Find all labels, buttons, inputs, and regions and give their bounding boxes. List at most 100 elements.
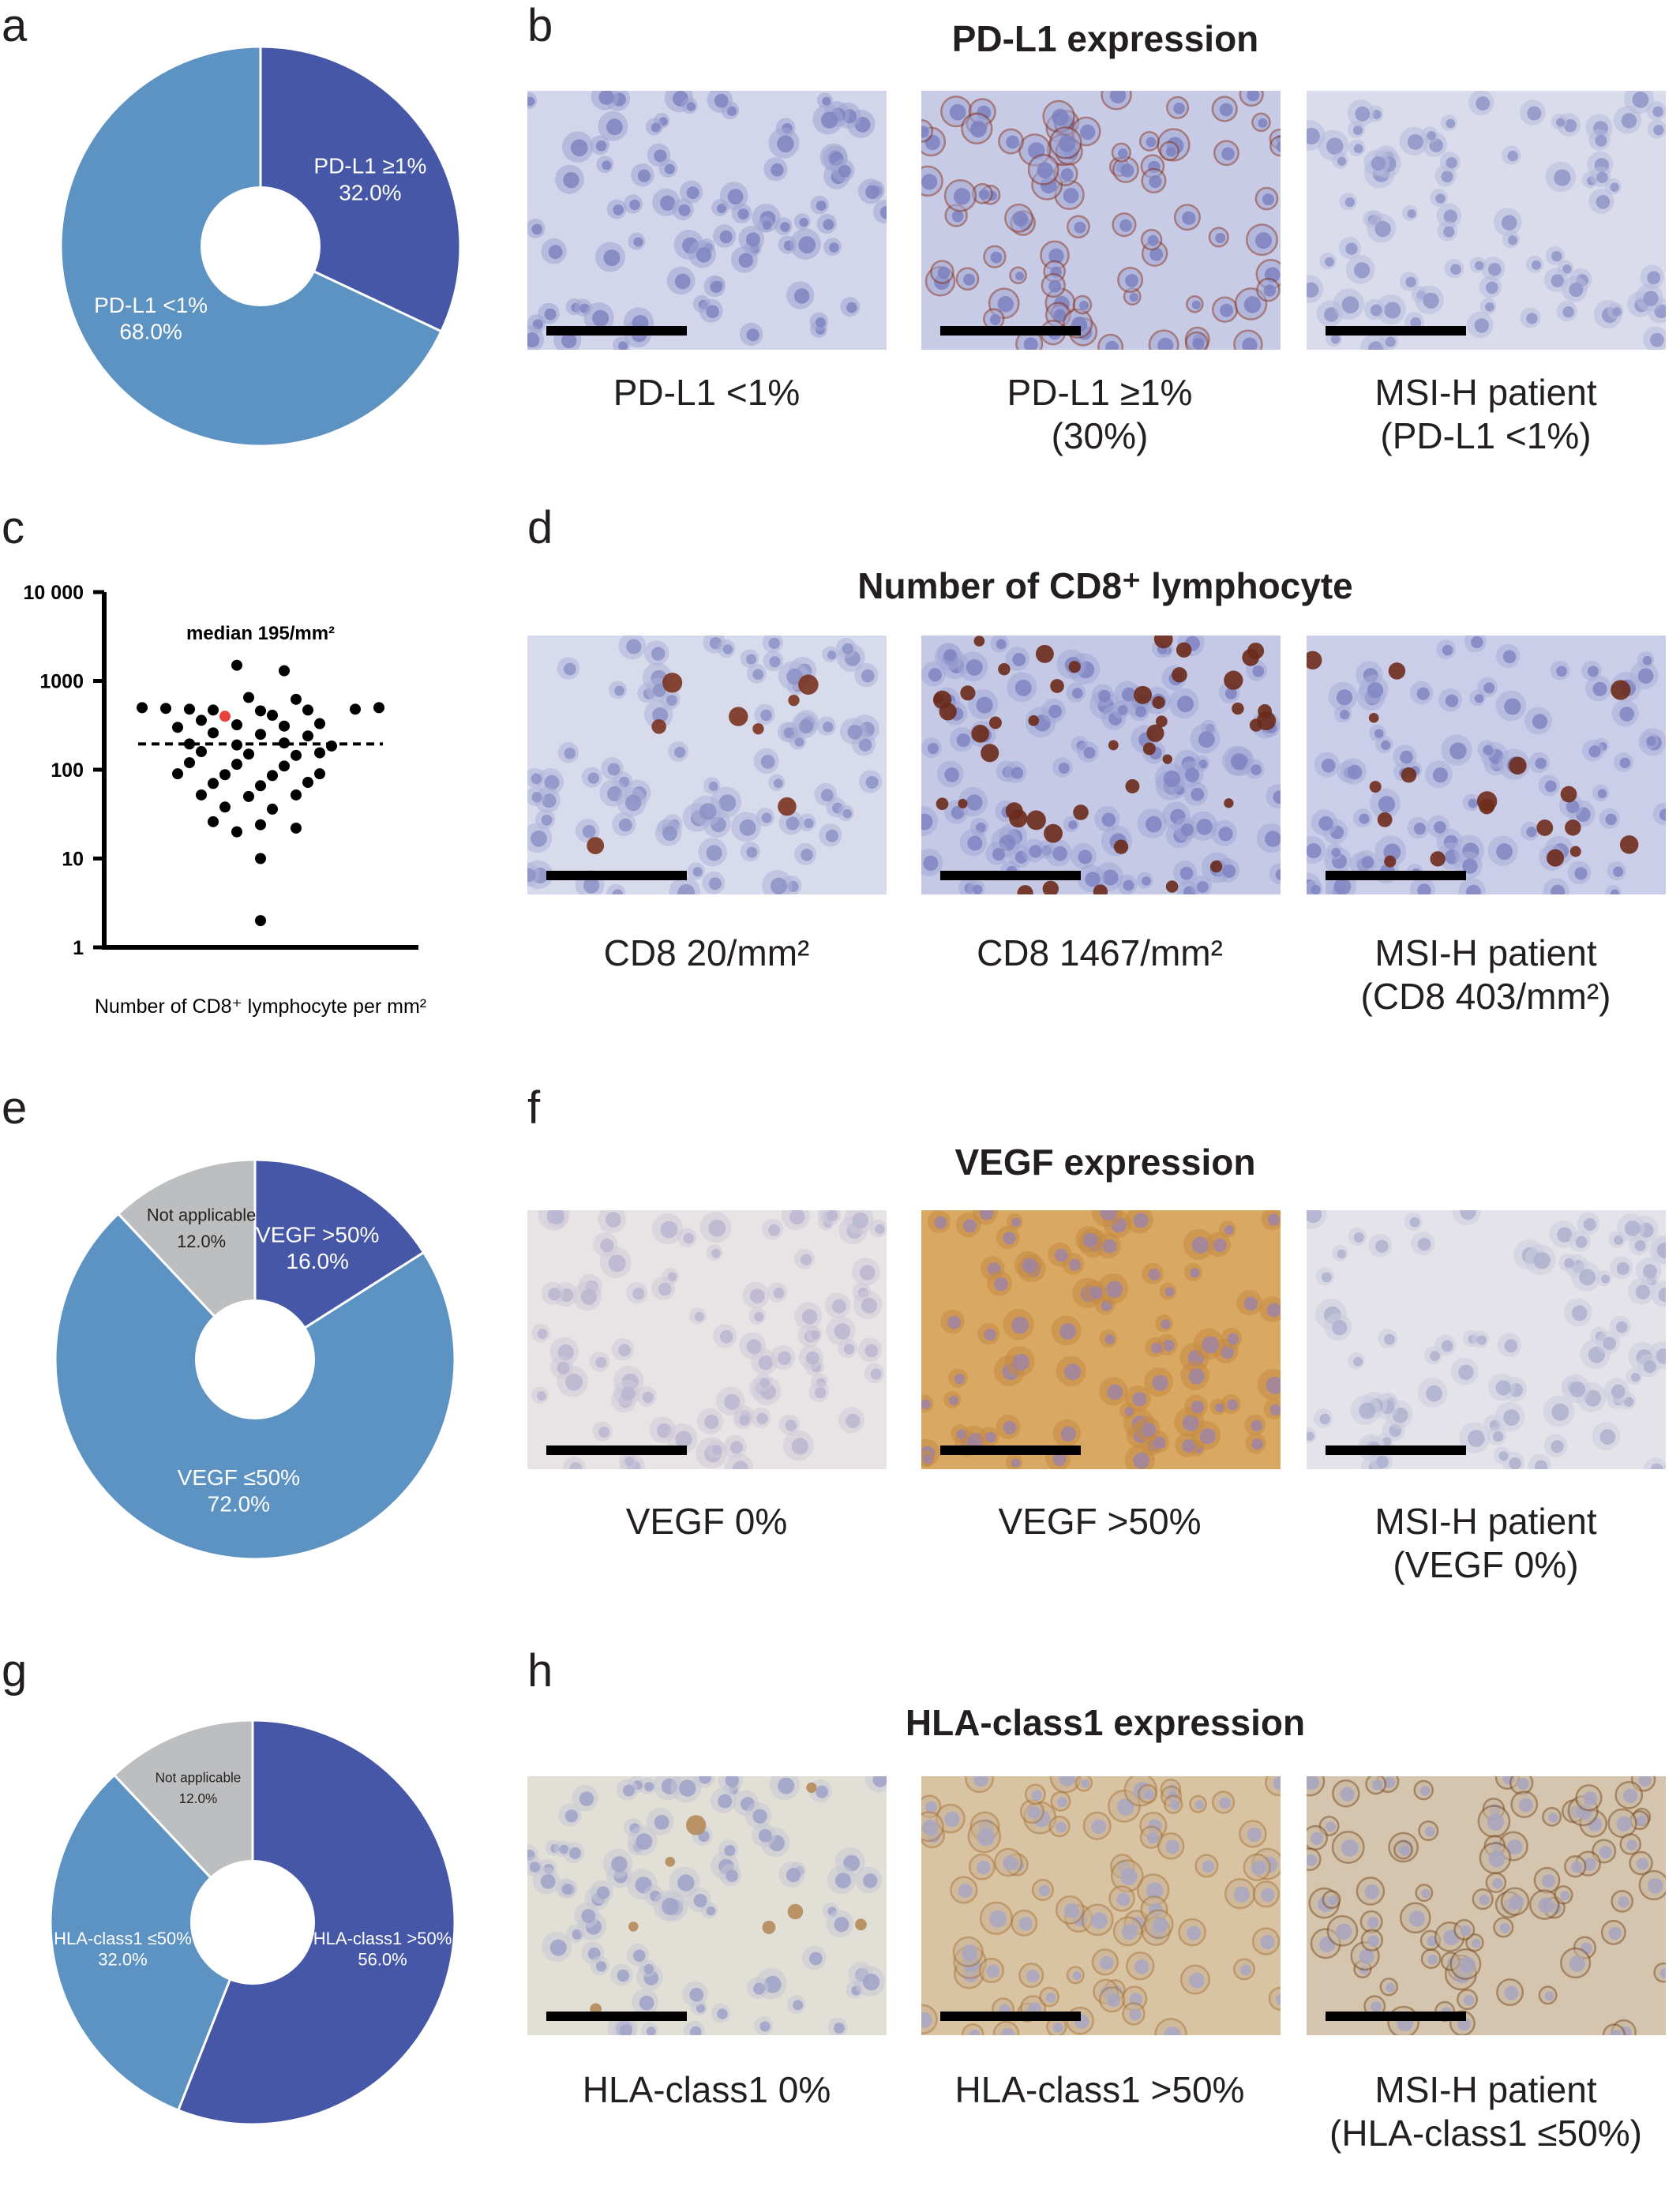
data-point [196, 789, 207, 801]
micrograph-vegf-pos [921, 1210, 1281, 1469]
data-point [291, 749, 302, 761]
data-point [243, 748, 254, 760]
caption-line: PD-L1 ≥1% [1007, 372, 1193, 413]
data-point [291, 822, 302, 834]
pie-slice [253, 1158, 426, 1362]
micrograph-caption: HLA-class1 >50% [894, 2068, 1305, 2112]
pie-chart-vegf: VEGF >50%16.0% VEGF ≤50%72.0% Not applicab… [54, 1158, 456, 1561]
data-point [255, 853, 266, 864]
data-point [208, 704, 219, 716]
tissue-texture [921, 636, 1281, 894]
micrograph-vegf-neg [527, 1210, 887, 1469]
axes [102, 592, 418, 950]
caption-line: CD8 1467/mm² [977, 932, 1223, 973]
pie-slice-label: VEGF ≤50% [178, 1465, 300, 1490]
micrograph-hla-msi [1307, 1776, 1666, 2035]
cd8-dot-plot: 1 10 100 1000 10 000 median 195/mm² Number of … [24, 582, 427, 1018]
data-point [279, 720, 290, 732]
scale-bar [940, 2012, 1081, 2021]
pie-slice-label: Not applicable [147, 1205, 256, 1224]
data-point [255, 705, 266, 717]
caption-line: PD-L1 <1% [613, 372, 801, 413]
panel-letter-c: c [2, 502, 24, 553]
micrograph-cd8-msi [1307, 636, 1666, 894]
pie-hole [201, 186, 321, 306]
data-point [314, 768, 325, 780]
caption-line: MSI-H patient [1374, 932, 1597, 973]
micrograph-caption: PD-L1 <1% [501, 371, 912, 414]
panel-letter-g: g [2, 1645, 28, 1697]
panel-letter-e: e [2, 1082, 28, 1134]
data-point [231, 719, 242, 731]
data-point [255, 729, 266, 741]
tissue-texture [921, 91, 1281, 350]
micrograph-caption: PD-L1 ≥1% (30%) [894, 371, 1305, 458]
caption-line: HLA-class1 >50% [954, 2069, 1245, 2110]
micrograph-caption: VEGF >50% [894, 1500, 1305, 1543]
caption-line: (VEGF 0%) [1393, 1544, 1579, 1586]
pie-slice-label: VEGF >50% [256, 1223, 379, 1247]
x-axis-label: Number of CD8⁺ lymphocyte per mm² [95, 996, 426, 1018]
pie-slice-label: HLA-class1 ≤50% [54, 1929, 192, 1948]
micrograph-caption: MSI-H patient (PD-L1 <1%) [1281, 371, 1680, 458]
data-point [267, 710, 278, 722]
data-point [219, 801, 231, 813]
y-tick-label: 1 [73, 937, 84, 959]
y-tick-label: 10 [62, 849, 84, 871]
caption-line: MSI-H patient [1374, 372, 1597, 413]
pie-slice-value: 32.0% [339, 180, 401, 204]
data-point [172, 722, 183, 733]
scale-bar [546, 2012, 687, 2021]
tissue-texture [921, 1210, 1281, 1469]
pie-slice [49, 1773, 254, 2112]
pie-slice-label: PD-L1 <1% [94, 293, 208, 317]
pie-slice-value: 16.0% [287, 1249, 349, 1273]
median-annotation: median 195/mm² [186, 623, 335, 644]
pie-hole [190, 1860, 315, 1985]
pie-slice-label: PD-L1 ≥1% [313, 154, 426, 178]
caption-line: (HLA-class1 ≤50%) [1329, 2113, 1642, 2154]
caption-line: (CD8 403/mm²) [1360, 976, 1611, 1018]
tissue-texture [921, 1776, 1281, 2035]
scale-bar [1326, 2012, 1466, 2021]
micrograph-caption: VEGF 0% [501, 1500, 912, 1543]
micrograph-vegf-msi [1307, 1210, 1666, 1469]
data-point-highlighted [219, 711, 231, 722]
tissue-texture [527, 91, 887, 350]
tissue-texture [527, 636, 883, 894]
panel-letter-h: h [527, 1645, 553, 1697]
scale-bar [546, 1445, 687, 1455]
data-point [350, 703, 361, 715]
scale-bar [546, 871, 687, 880]
micrograph-hla-neg [527, 1776, 887, 2035]
pie-slice-value: 32.0% [98, 1949, 147, 1969]
pie-chart-pdl1: PD-L1 ≥1%32.0% PD-L1 <1% 68.0% [59, 45, 462, 448]
data-point [231, 739, 242, 751]
caption-line: HLA-class1 0% [582, 2069, 831, 2110]
data-point [267, 770, 278, 782]
data-point [160, 703, 171, 714]
y-tick-label: 1000 [39, 671, 84, 693]
panel-f-title: VEGF expression [954, 1142, 1256, 1183]
data-point [291, 789, 302, 801]
micrograph-caption: MSI-H patient (CD8 403/mm²) [1281, 932, 1680, 1018]
data-point [196, 746, 207, 758]
caption-line: (PD-L1 <1%) [1380, 415, 1592, 457]
micrograph-caption: MSI-H patient (VEGF 0%) [1281, 1500, 1680, 1587]
micrograph-cd8-high [921, 636, 1281, 894]
data-point [314, 747, 325, 759]
data-point [302, 704, 313, 716]
panel-b-title: PD-L1 expression [951, 18, 1259, 59]
micrograph-caption: HLA-class1 0% [501, 2068, 912, 2112]
scale-bar [940, 326, 1081, 336]
micrograph-pdl1-neg [527, 91, 887, 350]
data-point [279, 737, 290, 749]
data-point [243, 790, 254, 802]
panel-letter-f: f [527, 1082, 541, 1134]
data-point [373, 702, 384, 714]
pie-slice-value: 12.0% [177, 1232, 226, 1251]
tissue-texture [527, 1776, 887, 2035]
data-point [208, 816, 219, 827]
pie-hole [195, 1299, 315, 1419]
scale-bar [940, 871, 1081, 880]
